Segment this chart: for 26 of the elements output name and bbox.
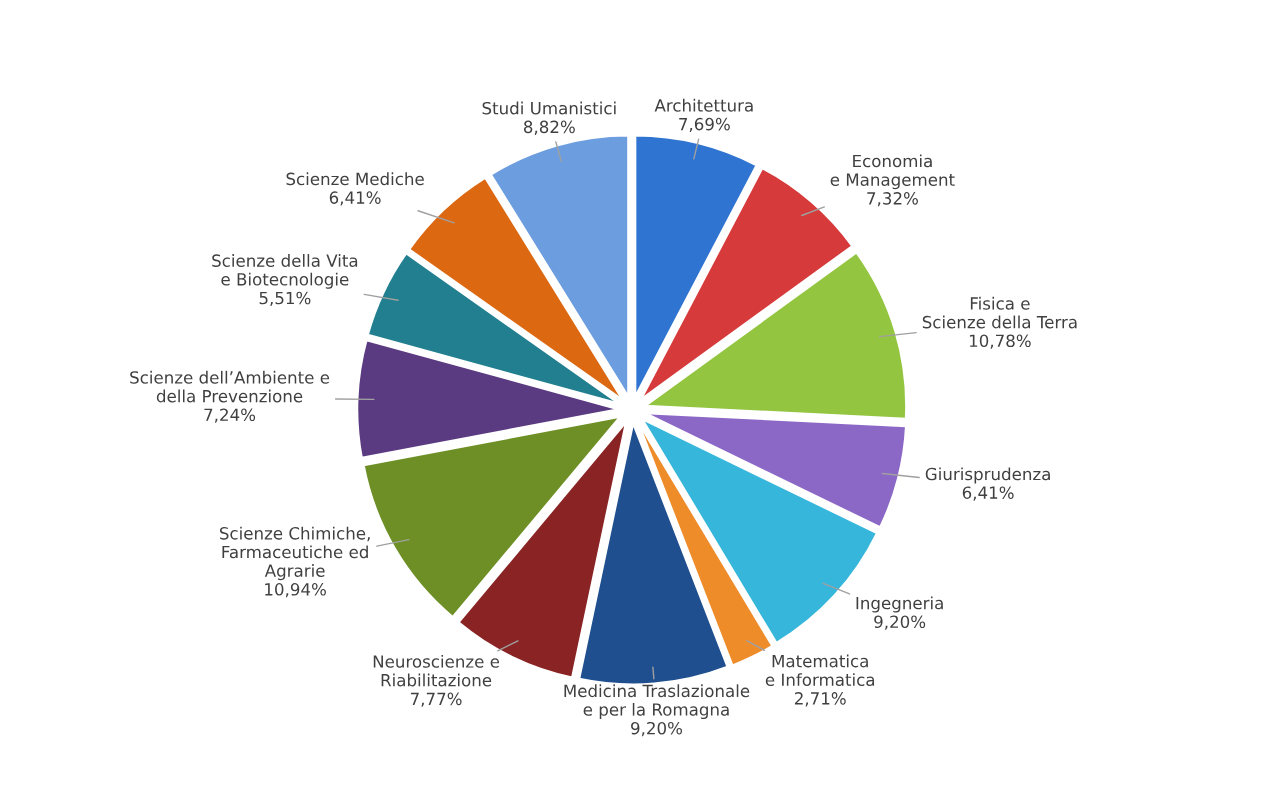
slice-label: Scienze Mediche [286,172,424,186]
slice-label: Studi Umanistici [482,101,616,115]
slice-label: Medicina Traslazionale e per la Romagna [564,684,750,720]
data-label: 7,32% [867,192,918,207]
data-label: 10,78% [969,334,1031,349]
slice-label: Economia e Management [830,154,955,190]
data-label: 5,51% [259,291,311,306]
data-label: 8,82% [523,120,575,135]
data-label: 10,94% [265,583,326,598]
slice-label: Matematica e Informatica [765,654,875,687]
data-label: 7,69% [679,117,730,133]
slice-label: Neuroscienze e Riabilitazione [373,654,500,687]
slice-label: Ingegneria [856,596,943,613]
slice-label: Scienze della Vita e Biotecnologie [212,254,358,289]
data-label: 6,41% [962,486,1014,501]
data-label: 2,71% [794,692,846,707]
data-label: 9,20% [874,615,926,630]
slice-label: Giurisprudenza [925,467,1050,484]
slice-label: Scienze dell’Ambiente e della Prevenzione [130,370,330,403]
data-label: 7,24% [204,408,256,423]
slice-label: Fisica e Scienze della Terra [922,296,1077,329]
data-label: 6,41% [329,191,381,206]
data-label: 9,20% [631,721,683,737]
data-label: 7,77% [410,692,462,707]
slice-label: Scienze Chimiche, Farmaceutiche ed Agrarie [219,526,370,581]
slice-label: Architettura [654,98,753,112]
